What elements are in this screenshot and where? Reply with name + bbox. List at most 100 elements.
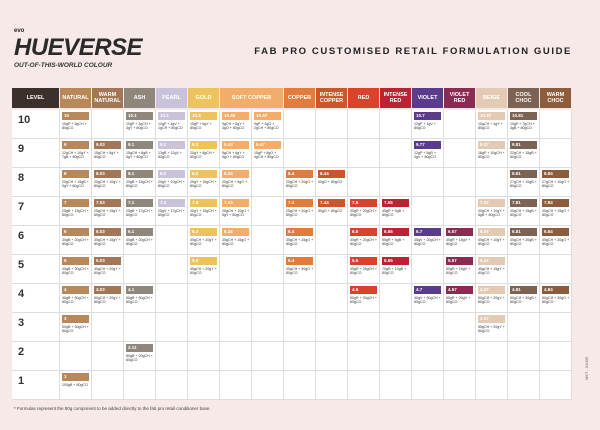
shade-code: 6.84: [542, 228, 569, 236]
cell: [380, 371, 412, 400]
formula: 40gCH + 20gY + 80gCO: [190, 238, 217, 247]
formula: 12gP + 4gV + 1gCH + 80gCO: [158, 122, 183, 131]
formula: 25gY + 15gCH + 80gCO: [190, 180, 217, 189]
cell: [316, 226, 348, 255]
cell: [156, 371, 188, 400]
shade-code: 7.1: [126, 199, 153, 207]
shade-code: 4.81: [510, 286, 537, 294]
cell: 5.57 50gR + 15gV + 80gCO: [444, 255, 476, 284]
formula: 15gCH + 8gY + 80gCO: [94, 151, 119, 160]
shade-code: 7.03: [94, 199, 121, 207]
formula: 50gR + 15gV + 80gCO: [446, 267, 471, 276]
cell: [156, 255, 188, 284]
cell: 3.37 55gCH + 20gY + 80gCO: [476, 313, 508, 342]
cell: [252, 197, 284, 226]
cell: [92, 110, 124, 139]
shade-code: 9.43: [222, 141, 249, 149]
shade-code: 3.37: [478, 315, 505, 323]
cell: [188, 313, 220, 342]
shade-code: 6.57: [446, 228, 473, 236]
formula: 50gB + 30gCH + 80gCO: [126, 296, 153, 305]
shade-code: 6.1: [126, 228, 153, 236]
cell: [444, 342, 476, 371]
cell: [92, 371, 124, 400]
formula: 30gCH + 15gY + 80gCO: [94, 238, 121, 247]
formula: 55gCH + 20gY + 80gCO: [478, 325, 505, 334]
column-header: COPPER: [284, 88, 316, 108]
cell: [156, 284, 188, 313]
cell: 6 30gB + 20gCH + 80gCO: [60, 226, 92, 255]
cell: 4.37 50gCH + 20gY + 80gCO: [476, 284, 508, 313]
shade-code: 3: [62, 315, 89, 323]
cell: [60, 342, 92, 371]
column-header: WARM NATURAL: [92, 88, 124, 108]
formula: 9gCH + 6gY + 5gO + 80gCO: [222, 151, 245, 160]
formula: 12gCH + 10gY + 7gB + 80gCO: [62, 151, 89, 160]
formula: 50gCH + 30gO + 80gCO: [542, 296, 570, 305]
brand: evo: [14, 28, 25, 34]
cell: [220, 284, 252, 313]
shade-code: 8.84: [542, 170, 569, 178]
cell: [284, 371, 316, 400]
cell: [476, 342, 508, 371]
formula: 50gO + 80gCO: [318, 209, 343, 213]
shade-code: 7.84: [542, 199, 569, 207]
cell: 7.2 25gV + 17gCH + 80gCO: [156, 197, 188, 226]
formula: 70gR + 10gB + 80gCO: [382, 267, 407, 276]
formula: 15gP + 8gO + 4gCH + 80gCO: [254, 151, 279, 160]
cell: [252, 371, 284, 400]
formula: 50gB + 30gCH + 80gCO: [62, 325, 89, 334]
guide-title: FAB PRO CUSTOMISED RETAIL FORMULATION GU…: [254, 46, 572, 57]
cell: 7.81 30gCH + 15gB + 80gCO: [508, 197, 540, 226]
cell: 6.5 40gR + 20gCH + 80gCO: [348, 226, 380, 255]
formula: 40gO + 80gCO: [318, 180, 343, 184]
column-header: VIOLET: [412, 88, 444, 108]
formula: 30gB + 20gCH + 80gCO: [62, 238, 89, 247]
shade-code: 9: [62, 141, 89, 149]
cell: [316, 139, 348, 168]
cell: [252, 313, 284, 342]
shade-code: 6.7: [414, 228, 441, 236]
cell: 6.55 55gR + 5gB + 80gCO: [380, 226, 412, 255]
shade-code: 10.47: [254, 112, 281, 120]
level: 5: [12, 255, 60, 284]
cell: 8 20gCH + 15gB + 5gY + 80gCO: [60, 168, 92, 197]
formula: 30gCH + 15gO + 80gCO: [542, 209, 570, 218]
cell: [508, 342, 540, 371]
level: 10: [12, 110, 60, 139]
formula: 25gCH + 20gO + 80gCO: [286, 209, 314, 218]
cell: [316, 284, 348, 313]
cell: 7.55 45gR + 5gB + 80gCO: [380, 197, 412, 226]
formula: 50gCH + 30gB + 80gCO: [510, 296, 537, 305]
formula: 40gCH + 20gO + 80gCO: [542, 238, 570, 247]
formula: 45gCH + 30gO + 80gCO: [286, 267, 314, 276]
cell: [508, 371, 540, 400]
shade-code: 4.37: [478, 286, 505, 294]
cell: [540, 371, 572, 400]
cell: 7 25gB + 15gCH + 80gCO: [60, 197, 92, 226]
shade-code: 9.37: [478, 141, 505, 149]
cell: 8.1 20gB + 15gCH + 80gCO: [124, 168, 156, 197]
column-header: PEARL: [156, 88, 188, 108]
cell: 7.03 25gCH + 15gY + 80gCO: [92, 197, 124, 226]
cell: 4 40gB + 30gCH + 80gCO: [60, 284, 92, 313]
cell: 7.5 30gR + 20gCH + 80gCO: [348, 197, 380, 226]
cell: 2.11 80gB + 20gCH + 80gCO: [124, 342, 156, 371]
formula: 27gCH + 10gO + 80gCO: [542, 180, 570, 189]
level: 7: [12, 197, 60, 226]
formula: 45gCH + 15gY + 80gCO: [478, 267, 505, 276]
cell: [188, 371, 220, 400]
shade-code: 4.5: [350, 286, 377, 294]
shade-code: 9.47: [254, 141, 281, 149]
shade-code: 5.37: [478, 257, 505, 265]
cell: [252, 255, 284, 284]
column-header: VIOLET RED: [444, 88, 476, 108]
formula: 22gCH + 15gB + 80gCO: [510, 151, 537, 160]
cell: 9.03 15gCH + 8gY + 80gCO: [92, 139, 124, 168]
formula: 30gCH + 15gB + 80gCO: [510, 209, 537, 218]
cell: 4.1 50gB + 30gCH + 80gCO: [124, 284, 156, 313]
cell: [316, 371, 348, 400]
cell: [284, 110, 316, 139]
shade-code: 7: [62, 199, 89, 207]
